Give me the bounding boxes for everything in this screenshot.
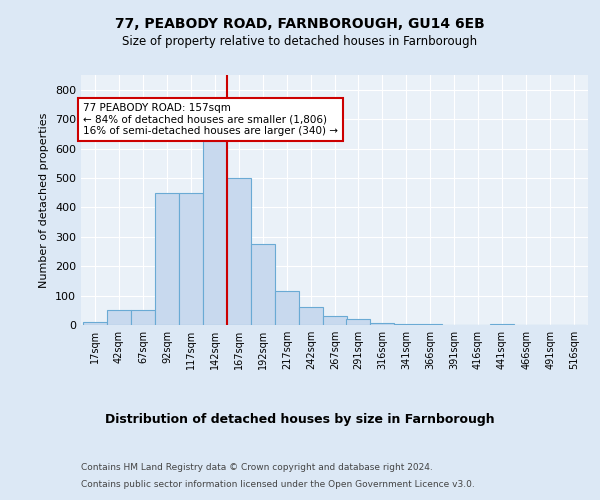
Bar bbox=[394, 324, 418, 325]
Bar bbox=[131, 310, 155, 325]
Text: 77 PEABODY ROAD: 157sqm
← 84% of detached houses are smaller (1,806)
16% of semi: 77 PEABODY ROAD: 157sqm ← 84% of detache… bbox=[83, 103, 338, 136]
Bar bbox=[83, 322, 107, 325]
Text: Contains HM Land Registry data © Crown copyright and database right 2024.: Contains HM Land Registry data © Crown c… bbox=[81, 462, 433, 471]
Bar bbox=[203, 141, 227, 325]
Bar bbox=[227, 178, 251, 325]
Bar bbox=[490, 324, 514, 325]
Bar bbox=[370, 322, 394, 325]
Bar bbox=[299, 308, 323, 325]
Bar bbox=[346, 319, 370, 325]
Bar bbox=[275, 291, 299, 325]
Bar bbox=[418, 324, 442, 325]
Bar bbox=[155, 192, 179, 325]
Text: Size of property relative to detached houses in Farnborough: Size of property relative to detached ho… bbox=[122, 35, 478, 48]
Bar bbox=[179, 192, 203, 325]
Bar bbox=[323, 316, 347, 325]
Text: Contains public sector information licensed under the Open Government Licence v3: Contains public sector information licen… bbox=[81, 480, 475, 489]
Text: Distribution of detached houses by size in Farnborough: Distribution of detached houses by size … bbox=[105, 412, 495, 426]
Y-axis label: Number of detached properties: Number of detached properties bbox=[40, 112, 49, 288]
Bar bbox=[107, 310, 131, 325]
Bar bbox=[251, 244, 275, 325]
Text: 77, PEABODY ROAD, FARNBOROUGH, GU14 6EB: 77, PEABODY ROAD, FARNBOROUGH, GU14 6EB bbox=[115, 18, 485, 32]
